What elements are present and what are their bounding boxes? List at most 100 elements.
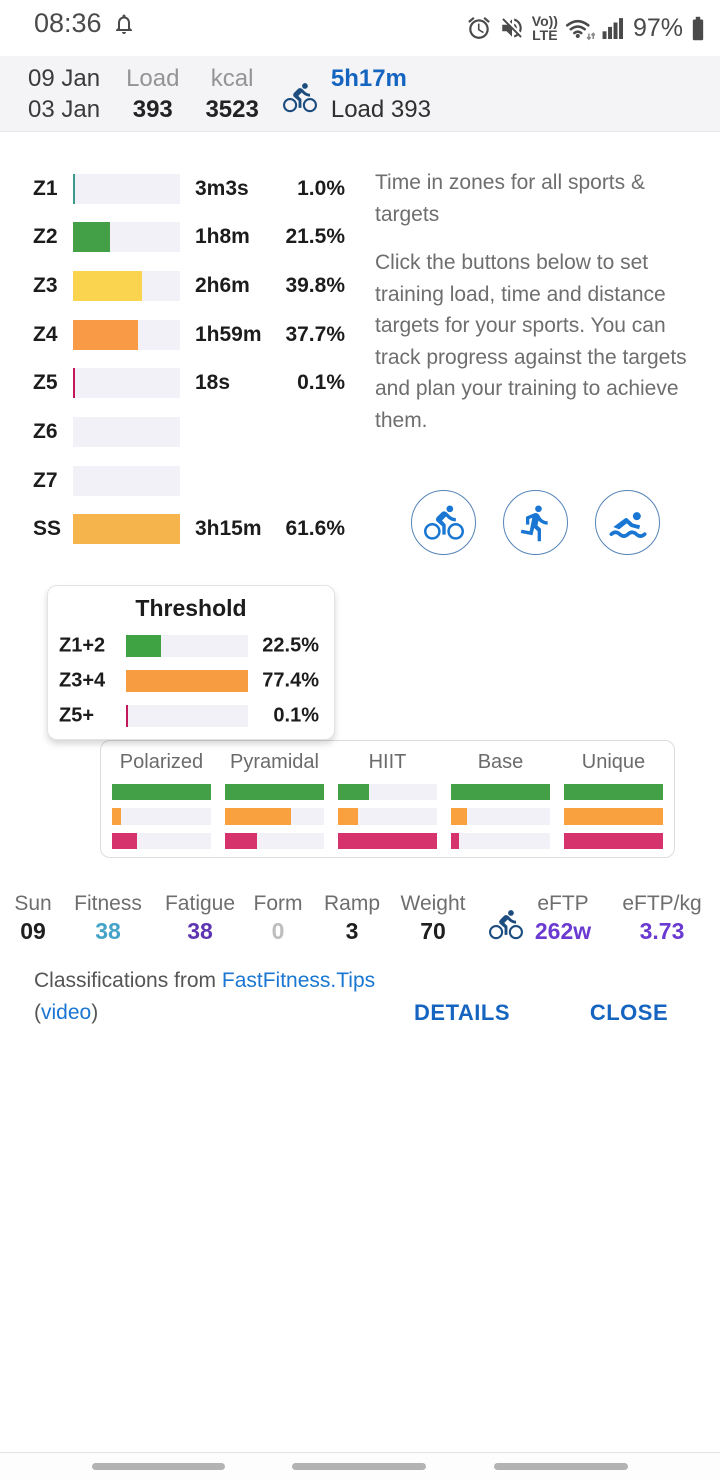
classification-bar-track bbox=[564, 784, 663, 801]
zone-label: Z3 bbox=[33, 273, 58, 297]
classification-bar-track bbox=[451, 784, 550, 801]
wifi-icon bbox=[565, 19, 595, 40]
close-button[interactable]: CLOSE bbox=[584, 996, 674, 1030]
stat-label: Fatigue bbox=[164, 892, 236, 915]
classification-bar-track bbox=[338, 832, 437, 849]
notification-bell-icon bbox=[116, 14, 132, 34]
classification-bar-track bbox=[225, 808, 324, 825]
video-link[interactable]: video bbox=[41, 1001, 92, 1024]
status-bar: 08:36 Vo)) LTE bbox=[0, 0, 720, 56]
threshold-bar-track bbox=[126, 635, 248, 657]
threshold-title: Threshold bbox=[135, 595, 247, 621]
volte-icon: Vo)) LTE bbox=[531, 13, 558, 43]
threshold-label: Z1+2 bbox=[59, 634, 106, 657]
info-text: Time in zones for all sports & targets C… bbox=[375, 167, 691, 436]
classification-bar-track bbox=[112, 832, 211, 849]
stat-weight: Weight 70 bbox=[401, 891, 466, 947]
nav-pill-1[interactable] bbox=[92, 1463, 225, 1470]
classification-label: HIIT bbox=[368, 751, 407, 773]
zone-label: Z2 bbox=[33, 225, 58, 249]
stat-label: Fitness bbox=[74, 892, 142, 915]
nav-pill-2[interactable] bbox=[292, 1463, 426, 1470]
threshold-percent: 0.1% bbox=[273, 704, 319, 727]
threshold-label: Z3+4 bbox=[59, 669, 106, 692]
stat-eftp: eFTP 262w bbox=[535, 891, 591, 947]
fastfitness-link[interactable]: FastFitness.Tips bbox=[221, 969, 376, 992]
zone-percent: 37.7% bbox=[285, 322, 345, 346]
zone-bar-track bbox=[73, 270, 180, 301]
zone-chart: Z1 3m3s 1.0% Z2 1h8m 21.5% Z3 2h6m 39.8% Z4 1h59m 3… bbox=[0, 164, 345, 556]
zone-label: Z1 bbox=[33, 176, 58, 200]
alarm-icon bbox=[467, 17, 490, 39]
classification-panel: Polarized Pyramidal HIIT Base Unique bbox=[100, 740, 675, 858]
bottom-navigation-bar bbox=[0, 1452, 720, 1480]
cycling-icon bbox=[489, 910, 523, 940]
threshold-row: Z3+4 77.4% bbox=[48, 666, 334, 696]
classification-column: Base bbox=[451, 749, 550, 849]
activity-summary: 5h17m Load 393 bbox=[330, 64, 431, 123]
threshold-bar-fill bbox=[126, 705, 129, 727]
classification-bar-fill bbox=[225, 784, 324, 801]
battery-icon bbox=[692, 16, 704, 40]
stat-ramp: Ramp 3 bbox=[324, 891, 380, 947]
stat-value: 262w bbox=[534, 918, 592, 944]
swim-icon bbox=[609, 511, 646, 538]
classification-label: Base bbox=[477, 751, 524, 773]
stat-value: 38 bbox=[187, 918, 213, 944]
threshold-bar-track bbox=[126, 670, 248, 692]
zone-bar-track bbox=[73, 514, 180, 545]
classification-bar-fill bbox=[225, 808, 292, 825]
classification-bar-fill bbox=[564, 808, 663, 825]
nav-pill-3[interactable] bbox=[494, 1463, 628, 1470]
stat-value: 70 bbox=[420, 918, 446, 944]
classification-bar-track bbox=[112, 808, 211, 825]
classification-bar-track bbox=[564, 832, 663, 849]
run-target-button[interactable] bbox=[503, 490, 568, 555]
status-icons: Vo)) LTE 97% bbox=[466, 0, 706, 56]
zone-row: Z6 bbox=[0, 408, 345, 457]
stat-label: Weight bbox=[400, 892, 466, 915]
classification-bar-track bbox=[225, 832, 324, 849]
zone-label: SS bbox=[33, 517, 62, 541]
zone-row: Z4 1h59m 37.7% bbox=[0, 310, 345, 359]
zone-bar-fill bbox=[73, 368, 75, 399]
classification-bar-fill bbox=[338, 808, 358, 825]
classifications-note: Classifications from FastFitness.Tips (v… bbox=[34, 969, 376, 1024]
stat-fatigue: Fatigue 38 bbox=[165, 891, 235, 947]
bike-target-button[interactable] bbox=[411, 490, 476, 555]
stat-value: 0 bbox=[271, 918, 285, 944]
classification-bar-track bbox=[451, 808, 550, 825]
threshold-card: Threshold Z1+2 22.5% Z3+4 77.4% Z5+ 0.1% bbox=[47, 585, 335, 740]
classification-bar-fill bbox=[338, 832, 437, 849]
stat-form: Form 0 bbox=[254, 891, 303, 947]
classification-bar-track bbox=[112, 784, 211, 801]
swim-target-button[interactable] bbox=[595, 490, 660, 555]
zone-time: 3m3s bbox=[195, 176, 249, 200]
classification-bar-track bbox=[225, 784, 324, 801]
details-button[interactable]: DETAILS bbox=[408, 996, 516, 1030]
zone-bar-track bbox=[73, 173, 180, 204]
zone-time: 2h6m bbox=[195, 273, 250, 297]
zone-time: 3h15m bbox=[195, 517, 262, 541]
sport-target-buttons bbox=[411, 490, 660, 555]
zone-percent: 61.6% bbox=[285, 517, 345, 541]
zone-bar-fill bbox=[73, 319, 139, 350]
zone-row: Z1 3m3s 1.0% bbox=[0, 164, 345, 213]
sound-muted-icon bbox=[502, 18, 522, 38]
zone-label: Z6 bbox=[33, 420, 58, 443]
stat-value: 3 bbox=[345, 918, 359, 944]
info-paragraph-1: Time in zones for all sports & targets bbox=[375, 171, 645, 226]
classification-column: Polarized bbox=[112, 749, 211, 849]
zone-bar-track bbox=[73, 222, 180, 253]
zone-row: Z7 bbox=[0, 456, 345, 505]
week-summary-header[interactable]: 09 Jan 03 Jan Load 393 kcal 3523 5h17m L… bbox=[0, 56, 720, 132]
zone-percent: 0.1% bbox=[297, 371, 345, 395]
classification-bar-fill bbox=[451, 784, 550, 801]
zone-bar-fill bbox=[73, 270, 143, 301]
date-range: 09 Jan 03 Jan bbox=[28, 64, 101, 123]
signal-strength-icon bbox=[602, 18, 623, 39]
stat-value: 09 bbox=[20, 918, 46, 944]
classification-bar-track bbox=[338, 808, 437, 825]
classification-bar-fill bbox=[225, 832, 257, 849]
zone-time: 18s bbox=[195, 371, 231, 395]
